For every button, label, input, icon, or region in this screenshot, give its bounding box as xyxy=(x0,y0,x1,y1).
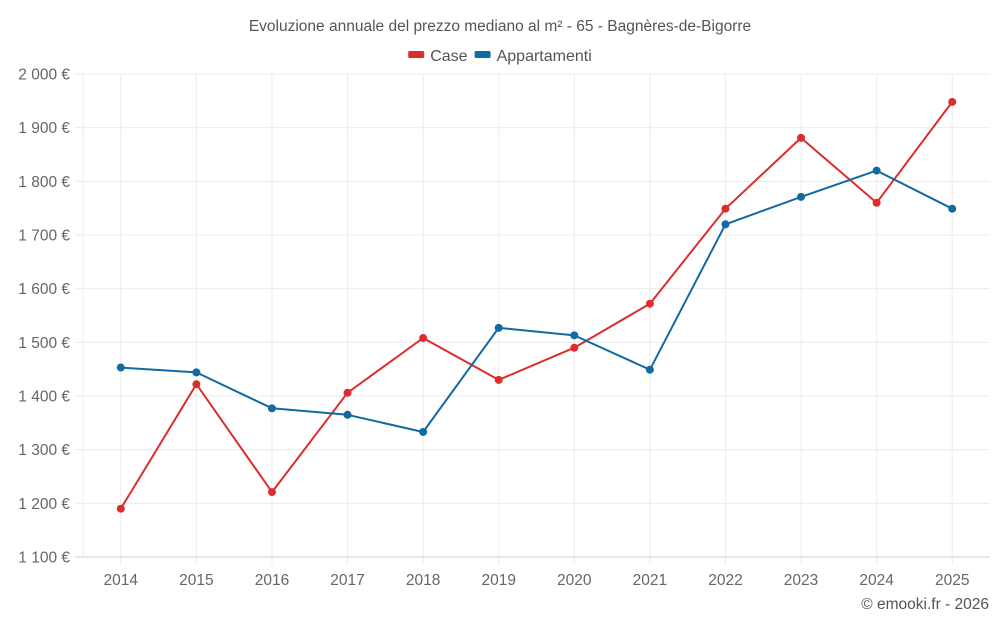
data-point-appartamenti-2020[interactable] xyxy=(570,331,579,340)
x-tick-label: 2019 xyxy=(481,572,515,589)
y-tick-label: 2 000 € xyxy=(18,67,70,84)
data-point-appartamenti-2023[interactable] xyxy=(797,192,806,201)
x-tick-label: 2024 xyxy=(859,572,894,589)
data-point-appartamenti-2021[interactable] xyxy=(645,365,654,374)
data-point-case-2024[interactable] xyxy=(872,198,881,207)
y-tick-label: 1 200 € xyxy=(18,496,70,513)
data-point-case-2015[interactable] xyxy=(192,380,201,389)
data-point-case-2017[interactable] xyxy=(343,388,352,397)
x-tick-label: 2020 xyxy=(557,572,592,589)
legend: Case Appartamenti xyxy=(408,48,592,65)
y-tick-label: 1 500 € xyxy=(18,335,70,352)
data-point-appartamenti-2019[interactable] xyxy=(494,323,503,332)
legend-label: Appartamenti xyxy=(497,48,592,65)
data-point-case-2020[interactable] xyxy=(570,343,579,352)
series-appartamenti xyxy=(116,166,957,436)
credit-text: © emooki.fr - 2026 xyxy=(861,596,989,613)
data-point-appartamenti-2014[interactable] xyxy=(116,363,125,372)
y-tick-label: 1 700 € xyxy=(18,228,70,245)
data-point-appartamenti-2015[interactable] xyxy=(192,368,201,377)
x-tick-label: 2018 xyxy=(406,572,440,589)
legend-label: Case xyxy=(430,48,467,65)
series-case xyxy=(116,97,957,513)
series-line-case xyxy=(119,101,954,510)
y-tick-label: 1 600 € xyxy=(18,281,70,298)
y-tick-label: 1 100 € xyxy=(18,550,70,567)
data-point-appartamenti-2022[interactable] xyxy=(721,220,730,229)
data-point-appartamenti-2016[interactable] xyxy=(267,404,276,413)
grid xyxy=(75,73,990,565)
data-point-case-2019[interactable] xyxy=(494,375,503,384)
chart-title: Evoluzione annuale del prezzo mediano al… xyxy=(249,18,751,35)
data-point-appartamenti-2017[interactable] xyxy=(343,410,352,419)
legend-item-appartamenti[interactable]: Appartamenti xyxy=(474,48,592,65)
y-tick-label: 1 800 € xyxy=(18,174,70,191)
data-point-appartamenti-2024[interactable] xyxy=(872,166,881,175)
legend-swatch xyxy=(408,51,425,58)
y-tick-label: 1 400 € xyxy=(18,389,70,406)
data-point-appartamenti-2018[interactable] xyxy=(419,427,428,436)
data-point-appartamenti-2025[interactable] xyxy=(948,204,957,213)
series-layer xyxy=(116,97,957,513)
data-point-case-2021[interactable] xyxy=(645,299,654,308)
data-point-case-2014[interactable] xyxy=(116,504,125,513)
data-point-case-2025[interactable] xyxy=(948,97,957,106)
x-tick-label: 2021 xyxy=(633,572,667,589)
y-axis: 1 100 € 1 200 € 1 300 € 1 400 € 1 500 € 1 600… xyxy=(18,67,70,567)
data-point-case-2018[interactable] xyxy=(419,334,428,343)
x-tick-label: 2014 xyxy=(104,572,139,589)
x-axis: 2014 2015 2016 2017 2018 2019 2020 2021 2022 2023… xyxy=(75,556,990,589)
x-tick-label: 2022 xyxy=(708,572,742,589)
series-line-appartamenti xyxy=(120,169,953,433)
legend-swatch xyxy=(474,51,491,58)
data-point-case-2016[interactable] xyxy=(267,488,276,497)
y-tick-label: 1 300 € xyxy=(18,442,70,459)
x-tick-label: 2025 xyxy=(935,572,969,589)
x-tick-label: 2016 xyxy=(255,572,289,589)
y-tick-label: 1 900 € xyxy=(18,120,70,137)
x-tick-label: 2023 xyxy=(784,572,818,589)
x-tick-label: 2015 xyxy=(179,572,213,589)
legend-item-case[interactable]: Case xyxy=(408,48,468,65)
x-tick-label: 2017 xyxy=(330,572,364,589)
data-point-case-2022[interactable] xyxy=(721,204,730,213)
data-point-case-2023[interactable] xyxy=(797,133,806,142)
